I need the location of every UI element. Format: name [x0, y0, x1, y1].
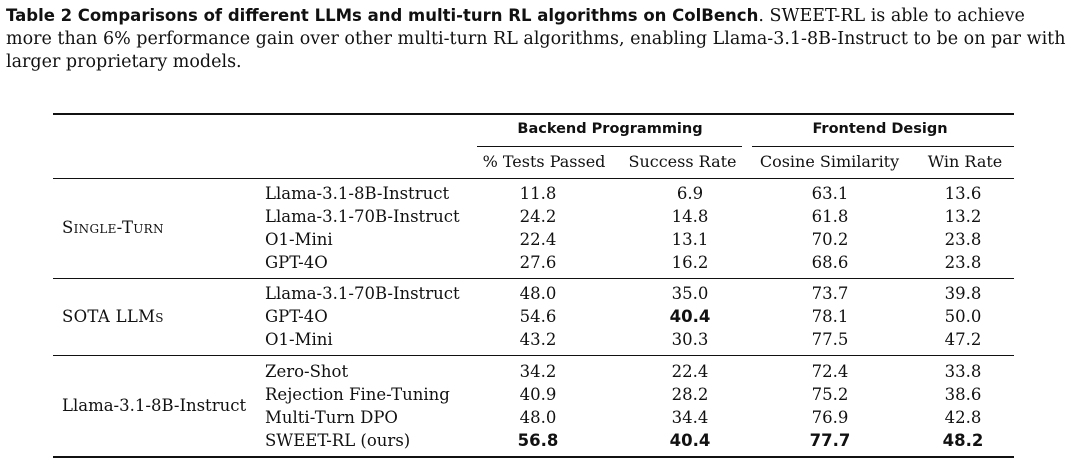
cell-cosine-similarity: 68.6: [811, 253, 849, 272]
caption-text: SWEET-RL is able to achieve more than 6%…: [6, 6, 1066, 72]
cell-success-rate: 13.1: [671, 230, 709, 249]
cell-tests-passed: 48.0: [519, 408, 557, 427]
cell-win-rate: 13.2: [944, 207, 982, 226]
cell-success-rate: 22.4: [671, 362, 709, 381]
cell-win-rate: 50.0: [944, 307, 982, 326]
cell-cosine-similarity: 77.7: [809, 431, 851, 450]
cell-cosine-similarity: 76.9: [811, 408, 849, 427]
cell-success-rate: 6.9: [676, 184, 704, 203]
caption-title: Comparisons of different LLMs and multi-…: [77, 6, 759, 25]
table-row: Multi-Turn DPO 48.0 34.4 76.9 42.8: [0, 407, 1080, 429]
cell-cosine-similarity: 61.8: [811, 207, 849, 226]
model-name: Zero-Shot: [265, 362, 349, 381]
cell-tests-passed: 54.6: [519, 307, 557, 326]
model-name: GPT-4O: [265, 253, 328, 272]
table-row: SWEET-RL (ours) 56.8 40.4 77.7 48.2: [0, 430, 1080, 452]
cell-success-rate: 30.3: [671, 330, 709, 349]
cell-tests-passed: 43.2: [519, 330, 557, 349]
col-tests-passed: % Tests Passed: [482, 152, 606, 171]
cell-success-rate: 16.2: [671, 253, 709, 272]
model-name: GPT-4O: [265, 307, 328, 326]
cell-win-rate: 48.2: [942, 431, 984, 450]
cell-success-rate: 40.4: [669, 307, 711, 326]
cell-cosine-similarity: 78.1: [811, 307, 849, 326]
bottom-rule: [53, 456, 1014, 458]
top-rule: [53, 113, 1014, 115]
group-rule: [53, 355, 1014, 356]
cell-success-rate: 35.0: [671, 284, 709, 303]
model-name: O1-Mini: [265, 330, 333, 349]
col-cosine-similarity: Cosine Similarity: [759, 152, 900, 171]
model-name: Llama-3.1-70B-Instruct: [265, 284, 460, 303]
group-rule: [53, 278, 1014, 279]
cell-success-rate: 34.4: [671, 408, 709, 427]
col-win-rate: Win Rate: [927, 152, 1003, 171]
cell-win-rate: 23.8: [944, 230, 982, 249]
header-rule: [53, 178, 1014, 179]
cell-win-rate: 23.8: [944, 253, 982, 272]
col-success-rate: Success Rate: [628, 152, 737, 171]
cell-cosine-similarity: 77.5: [811, 330, 849, 349]
group-header-frontend: Frontend Design: [812, 121, 948, 137]
cell-win-rate: 47.2: [944, 330, 982, 349]
cell-win-rate: 38.6: [944, 385, 982, 404]
cell-tests-passed: 11.8: [519, 184, 557, 203]
cell-win-rate: 42.8: [944, 408, 982, 427]
table-row: Rejection Fine-Tuning 40.9 28.2 75.2 38.…: [0, 384, 1080, 406]
cell-cosine-similarity: 63.1: [811, 184, 849, 203]
cell-cosine-similarity: 70.2: [811, 230, 849, 249]
cell-tests-passed: 22.4: [519, 230, 557, 249]
cell-tests-passed: 27.6: [519, 253, 557, 272]
group-label-sota-llms: SOTA LLMs: [62, 307, 164, 326]
caption-label: Table 2: [6, 6, 73, 25]
model-name: Llama-3.1-8B-Instruct: [265, 184, 450, 203]
table-row: Llama-3.1-70B-Instruct 48.0 35.0 73.7 39…: [0, 283, 1080, 305]
model-name: Rejection Fine-Tuning: [265, 385, 450, 404]
table-row: GPT-4O 27.6 16.2 68.6 23.8: [0, 252, 1080, 274]
cell-tests-passed: 40.9: [519, 385, 557, 404]
cell-success-rate: 28.2: [671, 385, 709, 404]
table-row: O1-Mini 43.2 30.3 77.5 47.2: [0, 329, 1080, 351]
table-row: Zero-Shot 34.2 22.4 72.4 33.8: [0, 361, 1080, 383]
group-label-single-turn: Single-Turn: [62, 218, 164, 237]
group-header-backend: Backend Programming: [517, 121, 703, 137]
cell-success-rate: 14.8: [671, 207, 709, 226]
cell-cosine-similarity: 75.2: [811, 385, 849, 404]
backend-cmidrule: [477, 146, 742, 147]
cell-tests-passed: 56.8: [517, 431, 559, 450]
cell-tests-passed: 48.0: [519, 284, 557, 303]
cell-win-rate: 39.8: [944, 284, 982, 303]
group-label-llama-8b: Llama-3.1-8B-Instruct: [62, 396, 247, 415]
cell-win-rate: 13.6: [944, 184, 982, 203]
table-row: Llama-3.1-70B-Instruct 24.2 14.8 61.8 13…: [0, 206, 1080, 228]
model-name: O1-Mini: [265, 230, 333, 249]
model-name: Llama-3.1-70B-Instruct: [265, 207, 460, 226]
cell-cosine-similarity: 73.7: [811, 284, 849, 303]
model-name: Multi-Turn DPO: [265, 408, 398, 427]
cell-cosine-similarity: 72.4: [811, 362, 849, 381]
cell-tests-passed: 24.2: [519, 207, 557, 226]
frontend-cmidrule: [752, 146, 1014, 147]
table-row: O1-Mini 22.4 13.1 70.2 23.8: [0, 229, 1080, 251]
cell-tests-passed: 34.2: [519, 362, 557, 381]
table-row: GPT-4O 54.6 40.4 78.1 50.0: [0, 306, 1080, 328]
cell-success-rate: 40.4: [669, 431, 711, 450]
table-caption: Table 2 Comparisons of different LLMs an…: [6, 6, 1066, 72]
table-row: Llama-3.1-8B-Instruct 11.8 6.9 63.1 13.6: [0, 183, 1080, 205]
model-name: SWEET-RL (ours): [265, 431, 411, 450]
cell-win-rate: 33.8: [944, 362, 982, 381]
